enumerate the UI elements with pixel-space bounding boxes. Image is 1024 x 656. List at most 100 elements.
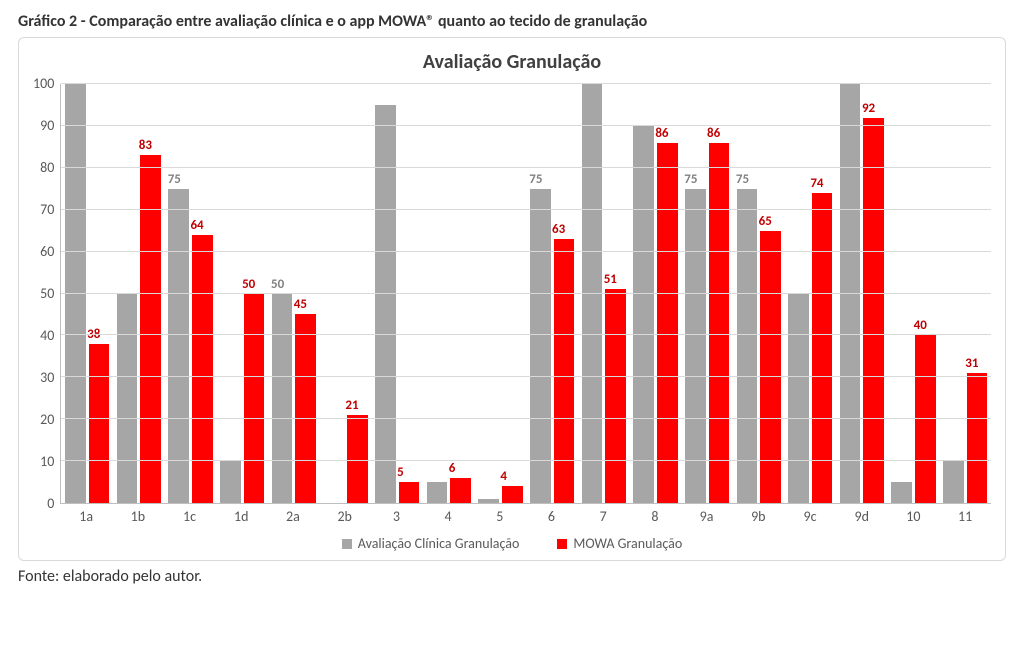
value-label: 31 — [965, 356, 978, 371]
category-group: 38 — [61, 84, 113, 503]
value-label: 40 — [914, 318, 927, 333]
category-group: 4 — [475, 84, 527, 503]
bar — [530, 189, 551, 503]
category-group: 51 — [578, 84, 630, 503]
category-group: 74 — [784, 84, 836, 503]
x-tick: 11 — [939, 508, 991, 525]
chart-title: Avaliação Granulação — [33, 50, 991, 74]
category-group: 7563 — [526, 84, 578, 503]
bar — [347, 415, 368, 503]
figure-caption: Gráfico 2 - Comparação entre avaliação c… — [18, 12, 1006, 31]
gridline — [61, 167, 991, 168]
plot-region: 38837564 50 50 45 21 5 6 4 7563 51 86 75 86 75 65 74 92 4… — [60, 84, 991, 504]
value-label: 75 — [736, 172, 749, 187]
bar — [582, 84, 603, 503]
gridline — [61, 460, 991, 461]
category-group: 7564 — [165, 84, 217, 503]
bar — [375, 105, 396, 503]
x-axis: 1a1b1c1d2a2b3456789a9b9c9d1011 — [60, 508, 991, 525]
y-axis: 1009080706050403020100 — [33, 84, 60, 504]
bar — [657, 143, 678, 503]
category-group: 31 — [939, 84, 991, 503]
plot-wrap: 3883756450504521564756351867586756574924… — [60, 84, 991, 525]
figure-source: Fonte: elaborado pelo autor. — [18, 567, 1006, 586]
bar — [450, 478, 471, 503]
bar — [427, 482, 448, 503]
bar — [891, 482, 912, 503]
bar — [272, 294, 293, 504]
bar — [117, 294, 138, 504]
value-label: 21 — [345, 398, 358, 413]
category-group: 5 — [371, 84, 423, 503]
bar — [220, 461, 241, 503]
value-label: 45 — [294, 297, 307, 312]
bar — [605, 289, 626, 503]
gridline — [61, 209, 991, 210]
bar — [502, 486, 523, 503]
gridline — [61, 251, 991, 252]
x-tick: 3 — [371, 508, 423, 525]
category-group: 92 — [836, 84, 888, 503]
x-tick: 1c — [164, 508, 216, 525]
category-group: 21 — [320, 84, 372, 503]
x-tick: 1b — [112, 508, 164, 525]
value-label: 50 — [271, 277, 284, 292]
value-label: 86 — [707, 126, 720, 141]
bar — [140, 155, 161, 503]
x-tick: 9c — [784, 508, 836, 525]
x-tick: 7 — [577, 508, 629, 525]
value-label: 5 — [397, 465, 404, 480]
value-label: 63 — [552, 222, 565, 237]
category-group: 83 — [113, 84, 165, 503]
bar — [633, 126, 654, 503]
bar — [478, 499, 499, 503]
bar — [89, 344, 110, 503]
x-tick: 2a — [267, 508, 319, 525]
value-label: 65 — [759, 214, 772, 229]
bar — [168, 189, 189, 503]
bar — [192, 235, 213, 503]
legend-swatch — [557, 539, 567, 549]
x-tick: 4 — [422, 508, 474, 525]
bar — [915, 335, 936, 503]
bar — [812, 193, 833, 503]
value-label: 4 — [500, 469, 507, 484]
value-label: 86 — [655, 126, 668, 141]
x-tick: 8 — [629, 508, 681, 525]
category-group: 86 — [630, 84, 682, 503]
value-label: 92 — [862, 101, 875, 116]
legend-item: Avaliação Clínica Granulação — [342, 535, 520, 552]
value-label: 74 — [810, 176, 823, 191]
bar — [760, 231, 781, 503]
x-tick: 1a — [60, 508, 112, 525]
bar — [244, 294, 265, 504]
chart-frame: Avaliação Granulação 1009080706050403020… — [18, 37, 1006, 561]
legend-label: MOWA Granulação — [573, 535, 682, 552]
bar — [967, 373, 988, 503]
bar — [295, 314, 316, 503]
x-tick: 5 — [474, 508, 526, 525]
bar — [685, 189, 706, 503]
gridline — [61, 376, 991, 377]
category-group: 6 — [423, 84, 475, 503]
legend: Avaliação Clínica Granulação MOWA Granula… — [33, 535, 991, 552]
value-label: 6 — [449, 461, 456, 476]
gridline — [61, 83, 991, 84]
x-tick: 10 — [888, 508, 940, 525]
bar — [840, 84, 861, 503]
bar — [65, 84, 86, 503]
bars-container: 38837564 50 50 45 21 5 6 4 7563 51 86 75 86 75 65 74 92 4… — [61, 84, 991, 503]
bar — [737, 189, 758, 503]
category-group: 75 65 — [733, 84, 785, 503]
category-group: 40 — [888, 84, 940, 503]
x-tick: 2b — [319, 508, 371, 525]
legend-label: Avaliação Clínica Granulação — [358, 535, 520, 552]
x-tick: 1d — [215, 508, 267, 525]
x-tick: 9b — [732, 508, 784, 525]
bar — [399, 482, 420, 503]
legend-swatch — [342, 539, 352, 549]
value-label: 51 — [604, 272, 617, 287]
value-label: 50 — [242, 277, 255, 292]
legend-item: MOWA Granulação — [557, 535, 682, 552]
gridline — [61, 418, 991, 419]
